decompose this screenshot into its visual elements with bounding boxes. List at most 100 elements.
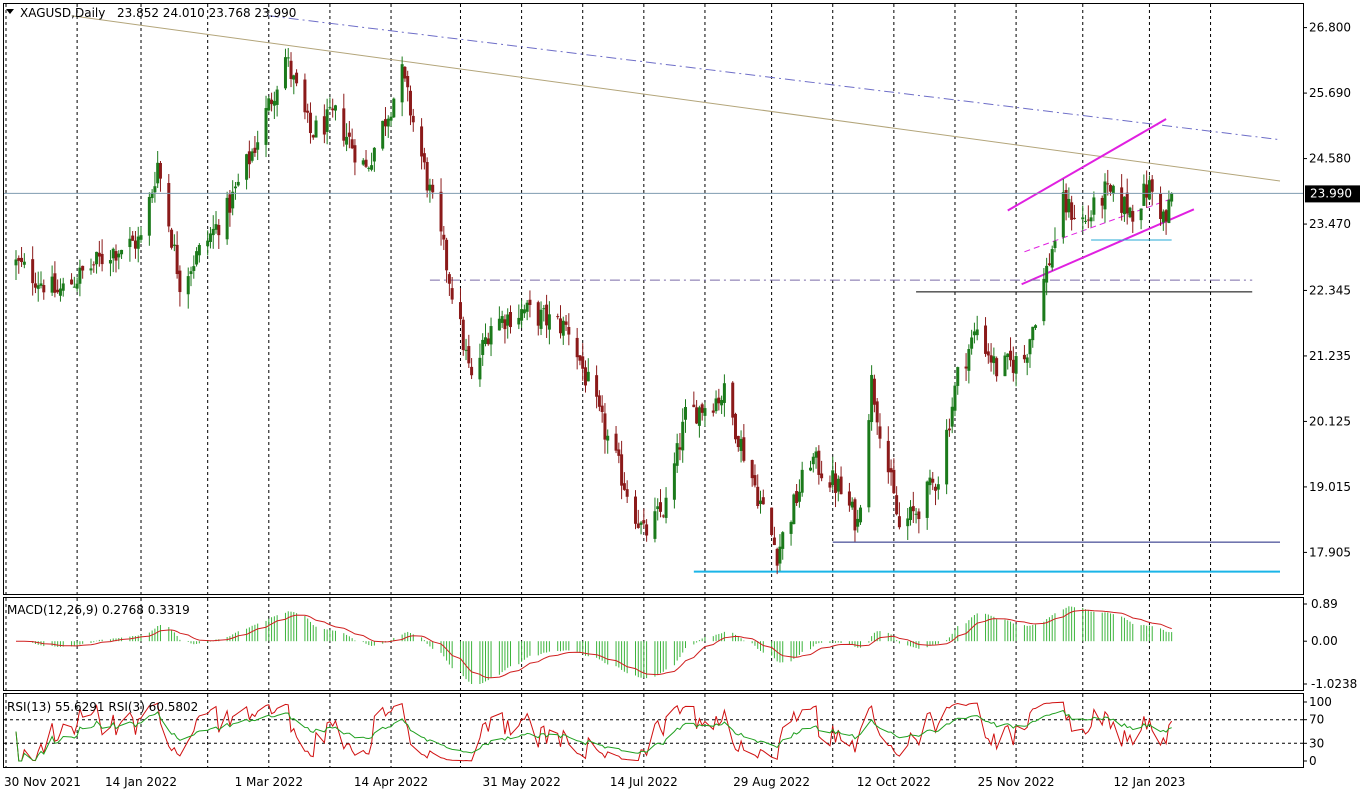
candle-body [925, 481, 929, 518]
candle-body [361, 160, 365, 165]
candle-body [1111, 185, 1115, 195]
candle-body [439, 191, 443, 232]
candle-body [306, 110, 310, 113]
candle-body [311, 135, 315, 138]
candle-body [809, 467, 813, 471]
candle-body [97, 252, 101, 257]
candle-body [1072, 217, 1076, 219]
candle-body [367, 167, 371, 169]
candle-body [464, 349, 468, 351]
candle-body [528, 299, 532, 305]
candle-body [645, 524, 649, 536]
candle-body [478, 357, 482, 380]
candle-body [470, 366, 474, 376]
candle-body [286, 57, 290, 59]
candle-body [172, 244, 176, 246]
candle-body [753, 475, 757, 486]
candle-body [1128, 207, 1132, 218]
candle-body [56, 289, 60, 293]
candle-body [467, 346, 471, 364]
price-axis-label: 23.470 [1309, 217, 1351, 231]
candle-body [156, 162, 160, 184]
candle-body [889, 468, 893, 473]
candle-body [392, 98, 396, 118]
candle-body [525, 302, 529, 312]
price-axis: 26.800 25.690 24.580 23.470 22.345 21.235 20.1… [4, 21, 1351, 559]
trend-lines [71, 15, 1281, 573]
candle-body [381, 120, 385, 149]
candle-body [664, 497, 668, 518]
price-axis-label: 19.015 [1309, 480, 1351, 494]
candle-body [31, 259, 35, 284]
candle-body [450, 288, 454, 300]
candle-body [1070, 202, 1074, 220]
candle-body [945, 429, 949, 485]
date-label: 31 May 2022 [482, 775, 560, 789]
candle-body [150, 192, 154, 199]
candle-body [108, 260, 112, 264]
candle-body [158, 163, 162, 179]
candle-body [111, 248, 115, 259]
candle-body [895, 495, 899, 515]
candle-body [1122, 196, 1126, 215]
candle-body [734, 413, 738, 440]
candle-body [1031, 326, 1035, 341]
candle-body [322, 116, 326, 135]
main-panel-frame [3, 3, 1304, 595]
candle-body [1092, 197, 1096, 215]
candle-body [936, 484, 940, 490]
candle-body [117, 253, 121, 258]
candle-body [233, 186, 237, 189]
candle-body [1161, 211, 1165, 223]
price-axis-label: 17.905 [1309, 545, 1351, 559]
candle-body [1053, 241, 1057, 249]
candle-body [128, 238, 132, 248]
candle-body [345, 136, 349, 145]
candle-body [856, 518, 860, 527]
price-axis-label: 26.800 [1309, 21, 1351, 35]
candle-body [847, 491, 851, 506]
channel-upper-line [1007, 118, 1167, 212]
current-price-box [1305, 185, 1360, 203]
symbol-dropdown-icon[interactable] [6, 9, 14, 14]
candle-body [1089, 217, 1093, 222]
candle-body [1086, 219, 1090, 221]
candle-body [231, 191, 235, 209]
candle-body [1139, 208, 1143, 221]
candle-body [208, 233, 212, 243]
candle-body [817, 450, 821, 475]
candle-body [114, 251, 118, 261]
candle-body [386, 118, 390, 127]
candle-body [389, 116, 393, 121]
candle-body [39, 283, 43, 286]
macd-label: MACD(12,26,9) 0.2768 0.3319 [7, 603, 190, 617]
candle-body [986, 351, 990, 356]
candle-body [653, 511, 657, 539]
date-label: 12 Oct 2022 [857, 775, 931, 789]
candle-body [642, 520, 646, 524]
candle-body [956, 367, 960, 386]
candle-body [131, 235, 135, 241]
candle-body [564, 321, 568, 325]
candle-body [422, 153, 426, 163]
candle-body [481, 339, 485, 356]
date-label: 25 Nov 2022 [978, 775, 1055, 789]
candle-body [228, 194, 232, 213]
candle-body [520, 309, 524, 321]
candle-body [214, 224, 218, 230]
candle-body [867, 420, 871, 508]
candle-body [1003, 355, 1007, 377]
candle-body [508, 312, 512, 328]
price-axis-label: 21.235 [1309, 349, 1351, 363]
candle-body [1147, 180, 1151, 200]
candle-body [761, 497, 765, 505]
candle-body [383, 119, 387, 127]
macd-axis-label: -1.0238 [1311, 677, 1357, 691]
price-axis-label: 24.580 [1309, 152, 1351, 166]
candle-body [681, 421, 685, 451]
candle-body [170, 229, 174, 248]
candle-body [756, 486, 760, 506]
candle-body [717, 397, 721, 404]
candle-body [742, 437, 746, 461]
